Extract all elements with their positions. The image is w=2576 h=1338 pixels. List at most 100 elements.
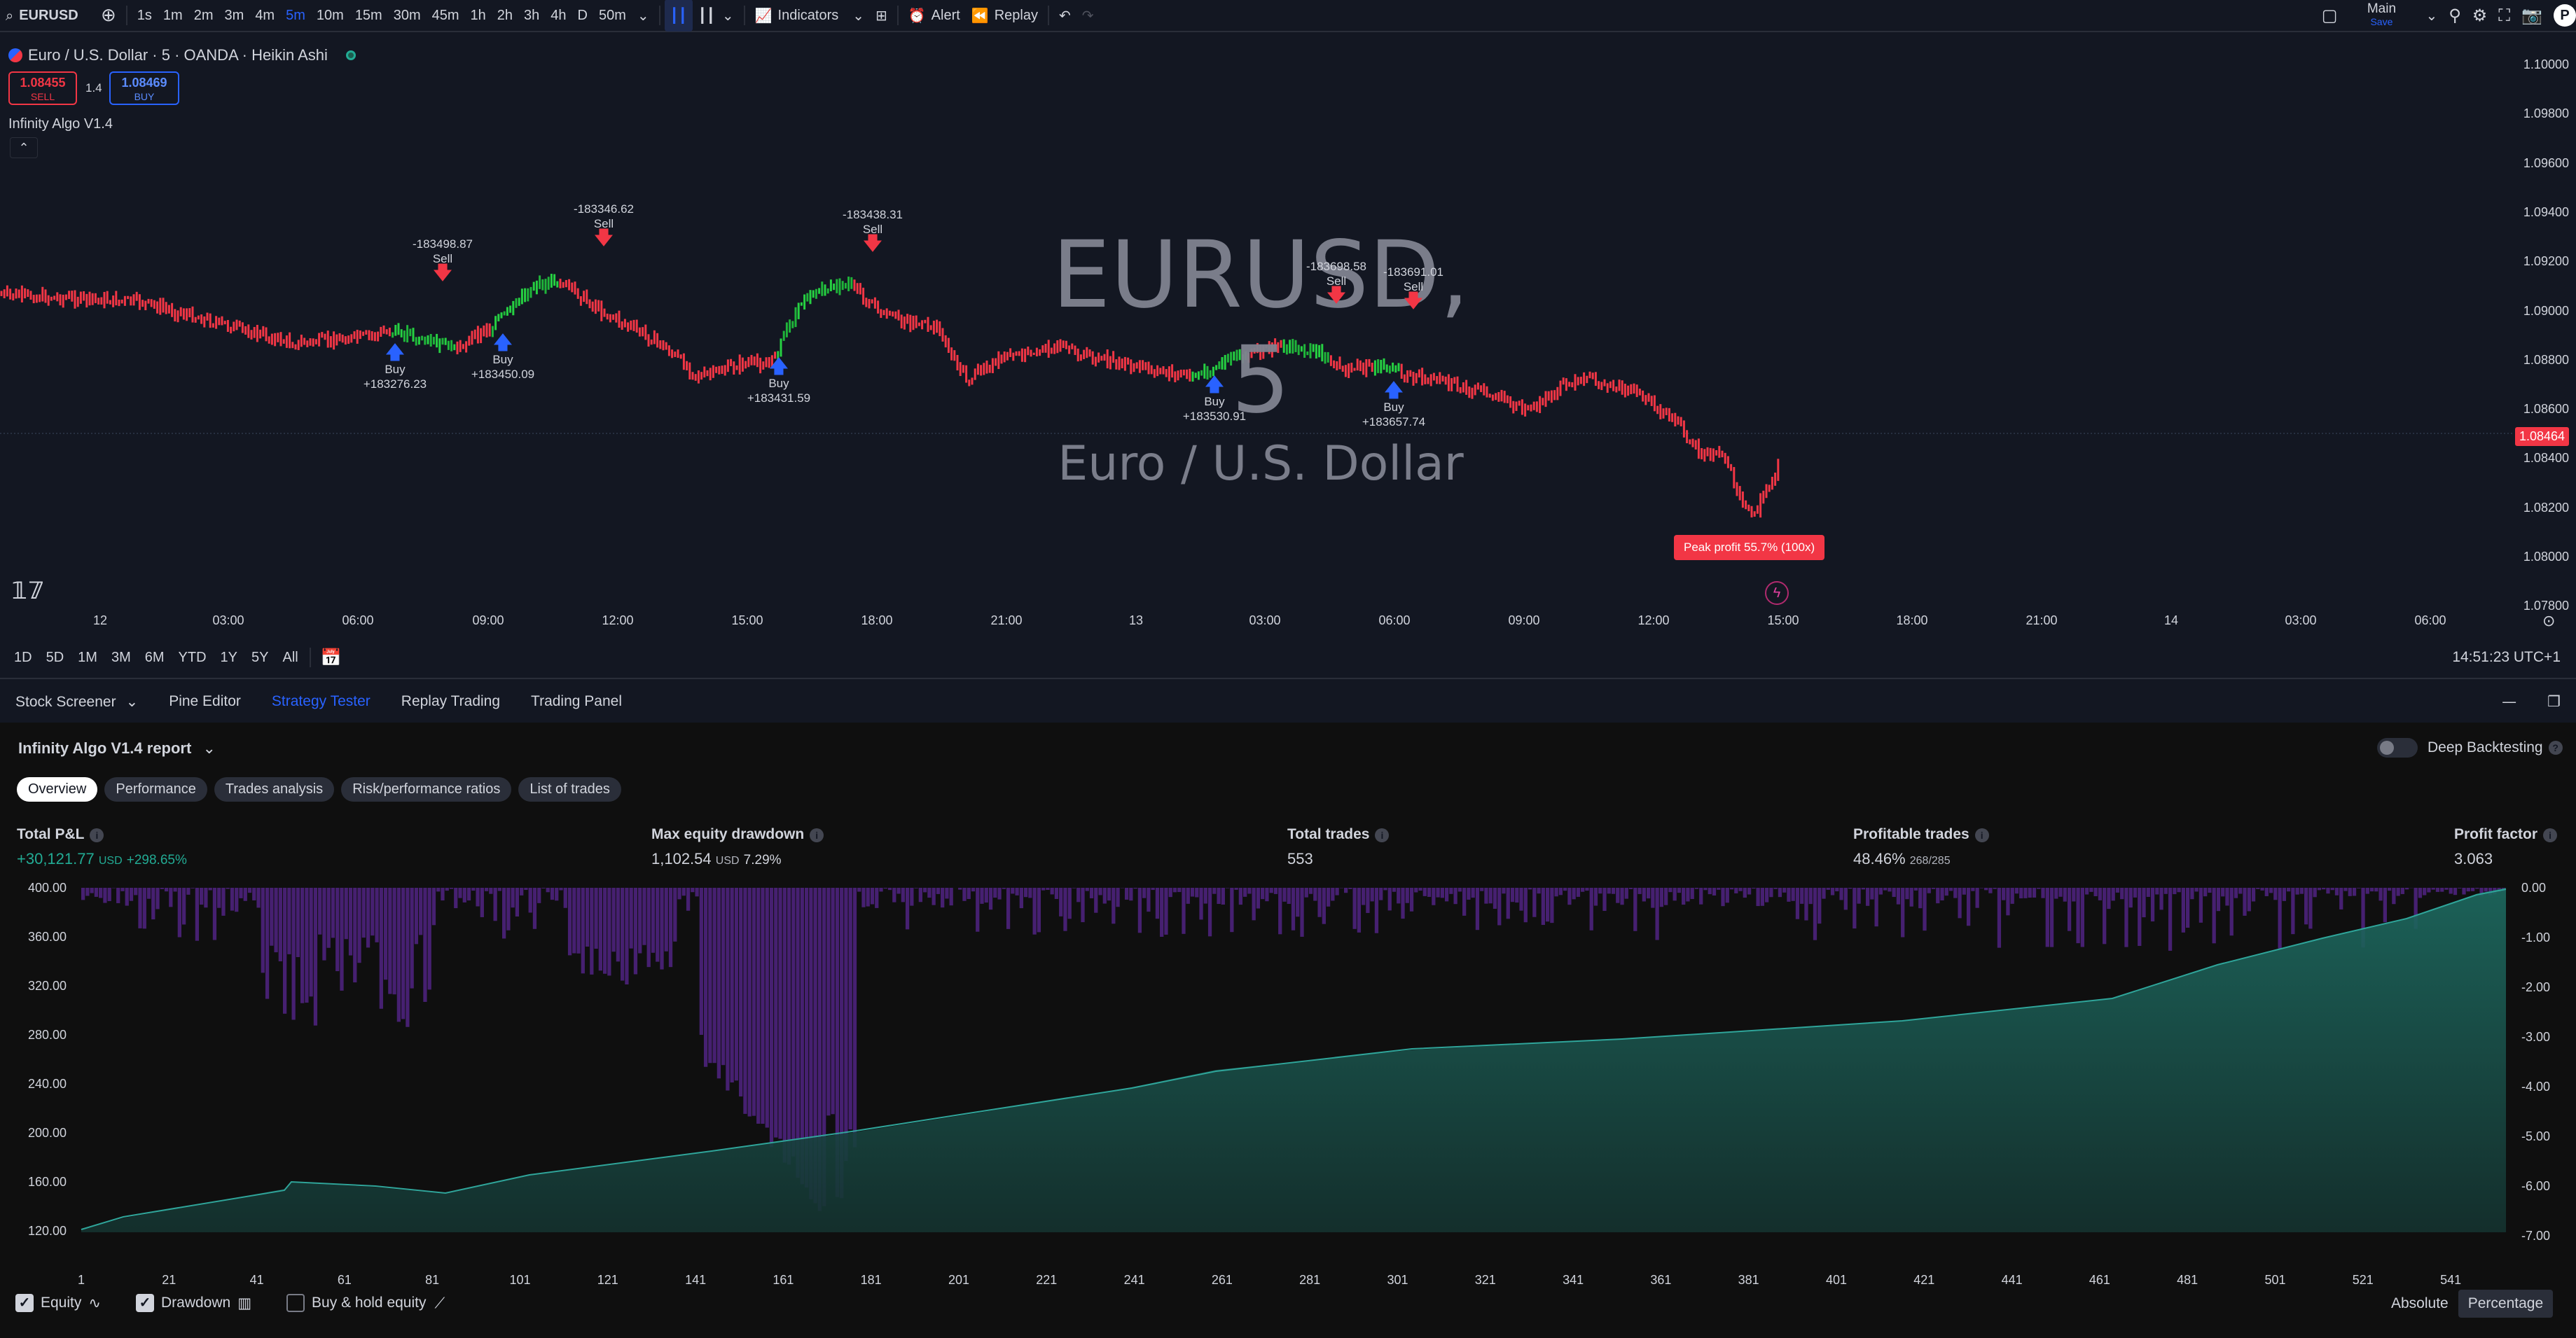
absolute-button[interactable]: Absolute bbox=[2391, 1295, 2449, 1311]
range-all[interactable]: All bbox=[282, 649, 298, 665]
fullscreen-layout-button[interactable]: ▢ bbox=[2316, 0, 2343, 32]
interval-4m[interactable]: 4m bbox=[255, 7, 275, 23]
equity-checkbox[interactable]: ✓ bbox=[15, 1294, 34, 1312]
info-icon[interactable]: i bbox=[810, 828, 824, 842]
tradingview-logo[interactable]: 𝟙𝟟 bbox=[11, 577, 45, 605]
price-tick: 1.09800 bbox=[2523, 106, 2569, 121]
interval-1m[interactable]: 1m bbox=[162, 7, 183, 23]
interval-dropdown[interactable]: ⌄ bbox=[632, 0, 655, 32]
equity-legend: ✓ Equity ∿ ✓ Drawdown ▥ Buy & hold equit… bbox=[15, 1294, 445, 1312]
drawdown-bar bbox=[1366, 888, 1370, 913]
snapshot-button[interactable]: 📷 bbox=[2516, 0, 2548, 32]
interval-2h[interactable]: 2h bbox=[497, 7, 513, 23]
range-3m[interactable]: 3M bbox=[111, 649, 131, 665]
time-axis[interactable]: 12 03:00 06:00 09:00 12:00 15:00 18:00 21:00 13 0… bbox=[0, 609, 2513, 637]
deep-backtesting-toggle[interactable] bbox=[2377, 738, 2418, 758]
drawdown-checkbox[interactable]: ✓ bbox=[135, 1294, 154, 1312]
drawdown-bar bbox=[484, 888, 489, 891]
interval-10m[interactable]: 10m bbox=[316, 7, 344, 23]
drawdown-bar bbox=[208, 888, 212, 891]
price-chart[interactable]: EURUSD, 5 Euro / U.S. Dollar Euro / U.S.… bbox=[0, 34, 2513, 637]
interval-30m[interactable]: 30m bbox=[393, 7, 421, 23]
info-icon[interactable]: i bbox=[1974, 828, 1989, 842]
tab-replay-trading[interactable]: Replay Trading bbox=[401, 693, 501, 709]
drawdown-bar bbox=[1598, 888, 1602, 894]
price-axis[interactable]: 1.08464 ⊙ 1.10000 1.09800 1.09600 1.09400 1.… bbox=[2513, 34, 2576, 637]
redo-button[interactable]: ↷ bbox=[1076, 0, 1100, 32]
tab-strategy-tester[interactable]: Strategy Tester bbox=[271, 693, 371, 709]
maximize-panel-button[interactable]: ❐ bbox=[2532, 693, 2576, 711]
subtab-overview[interactable]: Overview bbox=[17, 777, 98, 802]
drawdown-bar bbox=[2334, 888, 2339, 896]
settings-button[interactable]: ⚙ bbox=[2467, 0, 2493, 32]
info-icon[interactable]: i bbox=[90, 828, 104, 842]
bars-icon: ┃┃ bbox=[698, 7, 715, 24]
trade-axis-tick: 121 bbox=[597, 1273, 618, 1287]
tab-trading-panel[interactable]: Trading Panel bbox=[531, 693, 622, 709]
subtab-list-of-trades[interactable]: List of trades bbox=[518, 777, 621, 802]
interval-2m[interactable]: 2m bbox=[193, 7, 214, 23]
info-icon[interactable]: ? bbox=[2548, 741, 2563, 755]
fullscreen-button[interactable]: ⛶ bbox=[2493, 0, 2516, 32]
interval-45m[interactable]: 45m bbox=[431, 7, 459, 23]
minimize-panel-button[interactable]: — bbox=[2486, 693, 2532, 711]
indicators-button[interactable]: 📈 Indicators ⌄ bbox=[749, 0, 870, 32]
undo-button[interactable]: ↶ bbox=[1053, 0, 1076, 32]
drawdown-bar bbox=[581, 888, 585, 974]
clock[interactable]: 14:51:23 UTC+1 bbox=[2452, 649, 2561, 665]
equity-chart[interactable] bbox=[0, 888, 2576, 1252]
subtab-trades-analysis[interactable]: Trades analysis bbox=[214, 777, 335, 802]
signal-value: -183698.58 bbox=[1306, 260, 1367, 273]
tab-stock-screener[interactable]: Stock Screener ⌄ bbox=[0, 693, 153, 711]
range-1d[interactable]: 1D bbox=[14, 649, 32, 665]
chart-type-button[interactable]: ┃┃ bbox=[664, 0, 693, 32]
subtab-performance[interactable]: Performance bbox=[104, 777, 207, 802]
range-6m[interactable]: 6M bbox=[144, 649, 165, 665]
goto-date-button[interactable]: 📅 bbox=[315, 641, 347, 674]
rewind-icon: ⏪ bbox=[971, 7, 989, 24]
quick-search-button[interactable]: ⚲ bbox=[2443, 0, 2467, 32]
buyhold-checkbox[interactable] bbox=[286, 1294, 305, 1312]
interval-15m[interactable]: 15m bbox=[354, 7, 382, 23]
interval-D[interactable]: D bbox=[577, 7, 588, 23]
interval-3h[interactable]: 3h bbox=[524, 7, 540, 23]
chart-style-button[interactable]: ┃┃ ⌄ bbox=[693, 0, 740, 32]
interval-3m[interactable]: 3m bbox=[224, 7, 244, 23]
range-1m[interactable]: 1M bbox=[78, 649, 97, 665]
collapse-legend-button[interactable]: ⌃ bbox=[10, 137, 38, 158]
info-icon[interactable]: i bbox=[1375, 828, 1390, 842]
templates-button[interactable]: ⊞ bbox=[870, 0, 893, 32]
replay-button[interactable]: ⏪ Replay bbox=[966, 0, 1044, 32]
subtab-risk-performance-ratios[interactable]: Risk/performance ratios bbox=[341, 777, 512, 802]
interval-4h[interactable]: 4h bbox=[550, 7, 567, 23]
interval-50m[interactable]: 50m bbox=[598, 7, 626, 23]
drawdown-bar bbox=[2260, 888, 2264, 891]
buy-button[interactable]: 1.08469 BUY bbox=[109, 71, 179, 105]
range-ytd[interactable]: YTD bbox=[178, 649, 207, 665]
drawdown-bar bbox=[708, 888, 712, 1064]
info-icon[interactable]: i bbox=[2543, 828, 2558, 842]
report-selector[interactable]: Infinity Algo V1.4 report ⌄ bbox=[18, 739, 216, 758]
compare-button[interactable]: ⊕ bbox=[95, 0, 122, 32]
symbol-search[interactable]: ⌕ EURUSD bbox=[0, 0, 95, 32]
tab-pine-editor[interactable]: Pine Editor bbox=[169, 693, 241, 709]
range-5d[interactable]: 5D bbox=[46, 649, 64, 665]
range-1y[interactable]: 1Y bbox=[220, 649, 238, 665]
indicator-name[interactable]: Infinity Algo V1.4 bbox=[8, 116, 113, 132]
interval-1h[interactable]: 1h bbox=[470, 7, 486, 23]
profile-button[interactable]: P bbox=[2548, 0, 2576, 32]
drawdown-axis-tick: -7.00 bbox=[2521, 1229, 2551, 1243]
alert-button[interactable]: ⏰ Alert bbox=[903, 0, 966, 32]
range-5y[interactable]: 5Y bbox=[251, 649, 269, 665]
percentage-button[interactable]: Percentage bbox=[2458, 1290, 2554, 1318]
sell-button[interactable]: 1.08455 SELL bbox=[8, 71, 77, 105]
drawdown-bar bbox=[633, 888, 638, 975]
interval-1s[interactable]: 1s bbox=[137, 7, 152, 23]
lightning-icon[interactable]: ϟ bbox=[1765, 581, 1789, 605]
layout-dropdown[interactable]: ⌄ bbox=[2420, 0, 2443, 32]
drawdown-bar bbox=[2256, 888, 2260, 889]
layout-switcher[interactable]: Main Save bbox=[2343, 0, 2420, 32]
axis-settings-icon[interactable]: ⊙ bbox=[2542, 612, 2556, 629]
drawdown-bar bbox=[340, 888, 344, 991]
interval-5m[interactable]: 5m bbox=[286, 7, 305, 23]
